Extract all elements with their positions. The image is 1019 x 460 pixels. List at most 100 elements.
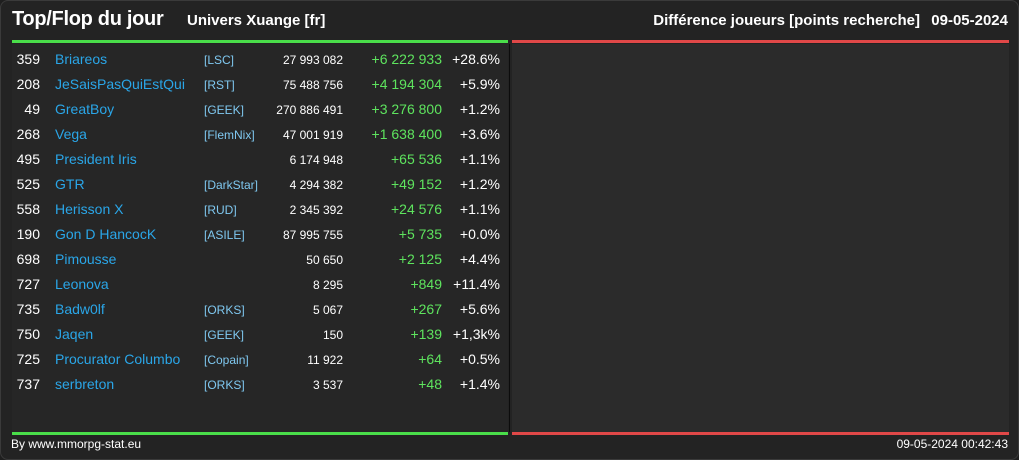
player-name-link[interactable]: JeSaisPasQuiEstQui [55,76,185,92]
player-points: 3 537 [312,378,343,392]
points-difference: +139 [410,326,442,342]
table-row: 558 Herisson X [RUD] 2 345 392 +24 576 +1.1% [12,198,508,223]
points-difference: +4 194 304 [371,76,442,92]
site-credit: By www.mmorpg-stat.eu [11,437,142,451]
percent-change: +1.1% [459,201,500,217]
points-difference: +6 222 933 [371,51,442,67]
flop-bar-lower [512,432,1009,435]
top-bar-lower [12,432,508,435]
player-rank: 698 [16,251,40,267]
player-name-link[interactable]: Herisson X [55,201,124,217]
percent-change: +4.4% [459,251,500,267]
points-difference: +65 536 [391,151,442,167]
player-rank: 268 [16,126,40,142]
player-points: 5 067 [312,303,343,317]
panel-divider [509,44,510,432]
metric-title: Différence joueurs [points recherche] [653,12,920,29]
player-name-link[interactable]: Briareos [55,51,108,67]
player-points: 87 995 755 [282,228,343,242]
alliance-tag[interactable]: [DarkStar] [204,178,259,192]
player-rank: 525 [16,176,40,192]
points-difference: +1 638 400 [371,126,442,142]
player-rank: 735 [16,301,40,317]
alliance-tag[interactable]: [RST] [204,78,235,92]
player-name-link[interactable]: Leonova [55,276,109,292]
alliance-tag[interactable]: [GEEK] [204,328,245,342]
table-row: 727 Leonova 8 295 +849 +11.4% [12,273,508,298]
player-rank: 190 [16,226,40,242]
percent-change: +1.1% [459,151,500,167]
player-points: 27 993 082 [282,53,343,67]
alliance-tag[interactable]: [GEEK] [204,103,245,117]
player-points: 6 174 948 [289,153,343,167]
alliance-tag[interactable]: [LSC] [204,53,235,67]
alliance-tag[interactable]: [ORKS] [204,303,245,317]
table-row: 750 Jaqen [GEEK] 150 +139 +1,3k% [12,323,508,348]
player-rank: 727 [16,276,40,292]
alliance-tag[interactable]: [RUD] [204,203,237,217]
alliance-tag[interactable]: [ASILE] [204,228,245,242]
percent-change: +1.2% [459,101,500,117]
player-name-link[interactable]: Gon D HancocK [55,226,157,242]
player-rank: 208 [16,76,40,92]
player-rank: 359 [16,51,40,67]
player-name-link[interactable]: GreatBoy [55,101,115,117]
points-difference: +2 125 [398,251,442,267]
percent-change: +28.6% [452,51,500,67]
player-points: 150 [322,328,343,342]
player-points: 11 922 [307,353,343,367]
player-points: 270 886 491 [276,103,343,117]
top-bar-upper [12,40,508,43]
points-difference: +24 576 [391,201,442,217]
table-row: 268 Vega [FlemNix] 47 001 919 +1 638 400 +3.6… [12,123,508,148]
table-row: 208 JeSaisPasQuiEstQui [RST] 75 488 756 +4 1… [12,73,508,98]
player-rank: 495 [16,151,40,167]
percent-change: +11.4% [453,276,500,292]
table-row: 49 GreatBoy [GEEK] 270 886 491 +3 276 800 +1.… [12,98,508,123]
table-row: 698 Pimousse 50 650 +2 125 +4.4% [12,248,508,273]
player-name-link[interactable]: Procurator Columbo [55,351,181,367]
table-row: 525 GTR [DarkStar] 4 294 382 +49 152 +1.2% [12,173,508,198]
points-difference: +49 152 [391,176,442,192]
player-rank: 737 [16,376,40,392]
player-name-link[interactable]: Pimousse [55,251,117,267]
points-difference: +849 [410,276,442,292]
player-rank: 750 [16,326,40,342]
player-name-link[interactable]: GTR [55,176,85,192]
points-difference: +5 735 [398,226,442,242]
percent-change: +1.4% [459,376,500,392]
player-points: 2 345 392 [289,203,343,217]
percent-change: +0.0% [459,226,500,242]
report-date: 09-05-2024 [931,12,1008,29]
table-row: 735 Badw0lf [ORKS] 5 067 +267 +5.6% [12,298,508,323]
points-difference: +48 [418,376,442,392]
flop-players-list [512,44,1009,432]
percent-change: +5.9% [459,76,500,92]
top-players-list: 359 Briareos [LSC] 27 993 082 +6 222 933 +28.… [12,44,508,432]
player-rank: 725 [16,351,40,367]
alliance-tag[interactable]: [Copain] [204,353,249,367]
alliance-tag[interactable]: [ORKS] [204,378,245,392]
percent-change: +0.5% [459,351,500,367]
player-name-link[interactable]: Jaqen [55,326,94,342]
player-rank: 49 [24,101,40,117]
player-points: 75 488 756 [282,78,343,92]
percent-change: +1.2% [459,176,500,192]
player-name-link[interactable]: President Iris [55,151,137,167]
player-points: 50 650 [306,253,343,267]
alliance-tag[interactable]: [FlemNix] [204,128,255,142]
player-name-link[interactable]: serbreton [55,376,115,392]
player-name-link[interactable]: Vega [55,126,87,142]
player-name-link[interactable]: Badw0lf [55,301,105,317]
flop-bar-upper [512,40,1009,43]
points-difference: +64 [418,351,442,367]
table-row: 495 President Iris 6 174 948 +65 536 +1.1% [12,148,508,173]
percent-change: +5.6% [459,301,500,317]
page-title: Top/Flop du jour [12,8,164,30]
table-row: 359 Briareos [LSC] 27 993 082 +6 222 933 +28.… [12,48,508,73]
table-row: 725 Procurator Columbo [Copain] 11 922 +64 +0… [12,348,508,373]
percent-change: +1,3k% [452,326,500,342]
table-row: 190 Gon D HancocK [ASILE] 87 995 755 +5 735 +… [12,223,508,248]
generated-timestamp: 09-05-2024 00:42:43 [896,437,1008,451]
